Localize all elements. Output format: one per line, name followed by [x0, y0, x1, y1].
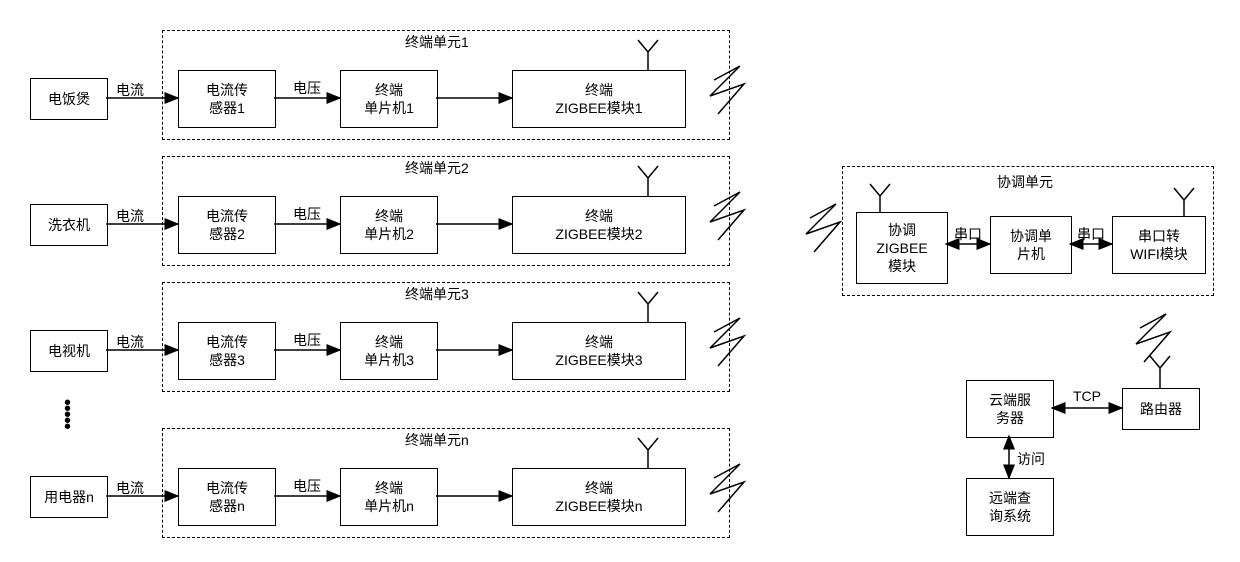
sensor-box: 电流传 感器n: [178, 468, 276, 526]
coordinator-title: 协调单元: [997, 172, 1053, 192]
terminal-mcu-box: 终端 单片机n: [340, 468, 438, 526]
terminal-mcu-box: 终端 单片机3: [340, 322, 438, 380]
router-box: 路由器: [1122, 388, 1200, 430]
edge-label-current: 电流: [116, 206, 144, 226]
cloud-server-box: 云端服 务器: [966, 380, 1054, 438]
edge-label-voltage: 电压: [293, 204, 321, 224]
terminal-zigbee-box: 终端 ZIGBEE模块n: [512, 468, 686, 526]
edge-label-current: 电流: [116, 332, 144, 352]
coord-zigbee-box: 协调 ZIGBEE 模块: [856, 212, 948, 284]
edge-label-access: 访问: [1017, 449, 1045, 469]
appliance-box: 洗衣机: [30, 204, 108, 246]
edge-label-serial: 串口: [1077, 224, 1105, 244]
terminal-mcu-box: 终端 单片机1: [340, 70, 438, 128]
appliance-box: 电饭煲: [30, 78, 108, 120]
edge-label-voltage: 电压: [293, 78, 321, 98]
terminal-unit-title: 终端单元1: [405, 32, 469, 52]
appliance-box: 电视机: [30, 330, 108, 372]
terminal-zigbee-box: 终端 ZIGBEE模块3: [512, 322, 686, 380]
sensor-box: 电流传 感器2: [178, 196, 276, 254]
ellipsis-vertical: •••••: [64, 400, 71, 430]
terminal-zigbee-box: 终端 ZIGBEE模块1: [512, 70, 686, 128]
sensor-box: 电流传 感器3: [178, 322, 276, 380]
terminal-zigbee-box: 终端 ZIGBEE模块2: [512, 196, 686, 254]
edge-label-tcp: TCP: [1073, 388, 1101, 404]
remote-query-box: 远端查 询系统: [966, 478, 1054, 536]
terminal-mcu-box: 终端 单片机2: [340, 196, 438, 254]
coord-mcu-box: 协调单 片机: [990, 216, 1072, 274]
appliance-box: 用电器n: [30, 476, 108, 518]
terminal-unit-title: 终端单元n: [405, 430, 469, 450]
edge-label-serial: 串口: [954, 224, 982, 244]
edge-label-current: 电流: [116, 80, 144, 100]
diagram-canvas: 电饭煲洗衣机电视机用电器n 终端单元1 电流传 感器1 终端 单片机1 终端 ZIGBE…: [0, 0, 1240, 562]
sensor-box: 电流传 感器1: [178, 70, 276, 128]
edge-label-voltage: 电压: [293, 330, 321, 350]
terminal-unit-title: 终端单元2: [405, 158, 469, 178]
edge-label-voltage: 电压: [293, 476, 321, 496]
terminal-unit-title: 终端单元3: [405, 284, 469, 304]
edge-label-current: 电流: [116, 478, 144, 498]
coord-wifi-box: 串口转 WIFI模块: [1112, 216, 1206, 274]
